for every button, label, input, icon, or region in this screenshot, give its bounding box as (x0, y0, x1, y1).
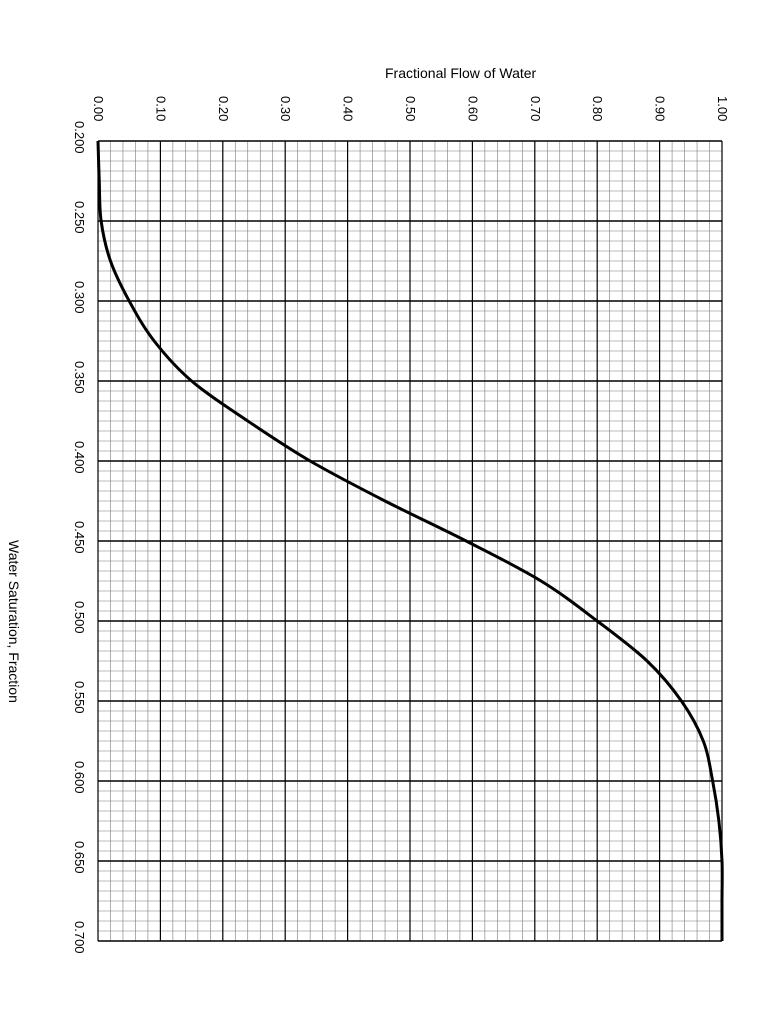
x-tick-label: 0.50 (403, 96, 418, 121)
data-series (96, 140, 724, 941)
x-tick-label: 0.20 (216, 96, 231, 121)
y-tick-label: 0.400 (72, 441, 87, 474)
y-tick-label: 0.550 (72, 681, 87, 714)
y-tick-labels: 0.200 0.250 0.300 0.350 0.400 0.450 0.500 0.550… (72, 121, 87, 954)
x-tick-label: 0.00 (91, 96, 106, 121)
x-tick-label: 1.00 (715, 96, 730, 121)
x-tick-label: 0.40 (341, 96, 356, 121)
x-tick-label: 0.10 (153, 96, 168, 121)
x-tick-label: 0.90 (653, 96, 668, 121)
y-tick-label: 0.250 (72, 201, 87, 234)
y-tick-label: 0.650 (72, 841, 87, 874)
y-tick-label: 0.300 (72, 281, 87, 314)
y-tick-label: 0.500 (72, 601, 87, 634)
y-tick-label: 0.450 (72, 521, 87, 554)
chart-title: Fractional Flow of Water (385, 65, 537, 81)
x-tick-label: 0.80 (590, 96, 605, 121)
y-tick-label: 0.200 (72, 121, 87, 154)
major-grid (97, 140, 723, 942)
x-tick-label: 0.30 (278, 96, 293, 121)
x-tick-label: 0.70 (528, 96, 543, 121)
y-tick-label: 0.700 (72, 921, 87, 954)
x-tick-label: 0.60 (465, 96, 480, 121)
fractional-flow-curve (96, 140, 724, 941)
y-tick-label: 0.350 (72, 361, 87, 394)
y-tick-label: 0.600 (72, 761, 87, 794)
x-tick-labels: 0.00 0.10 0.20 0.30 0.40 0.50 0.60 0.70 0.80 0.90… (91, 96, 730, 121)
